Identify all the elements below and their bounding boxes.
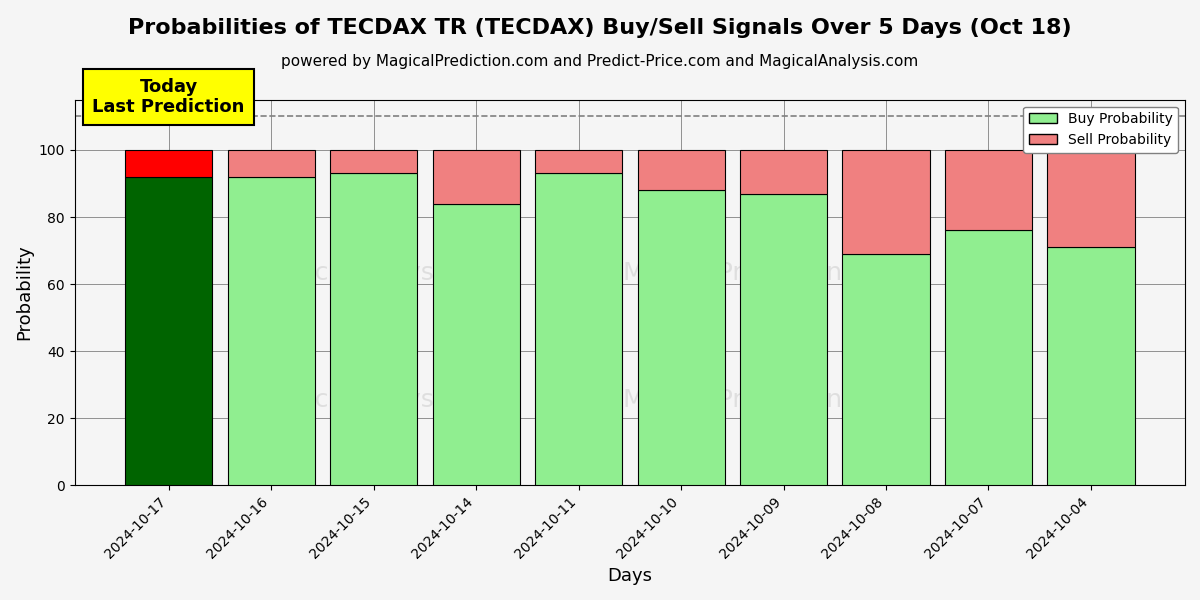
Legend: Buy Probability, Sell Probability: Buy Probability, Sell Probability [1024,107,1178,153]
Bar [740,194,827,485]
Bar [740,150,827,194]
Bar [535,150,622,173]
Text: MagicalAnalysis.com: MagicalAnalysis.com [256,388,516,412]
Text: Probabilities of TECDAX TR (TECDAX) Buy/Sell Signals Over 5 Days (Oct 18): Probabilities of TECDAX TR (TECDAX) Buy/… [128,18,1072,38]
Text: MagicalPrediction.com: MagicalPrediction.com [623,388,904,412]
Y-axis label: Probability: Probability [16,245,34,340]
Bar [842,254,930,485]
Bar [637,150,725,190]
Bar [842,150,930,254]
Bar [1048,247,1134,485]
Bar [228,150,314,177]
Bar [125,177,212,485]
Bar [330,173,418,485]
X-axis label: Days: Days [607,567,653,585]
Bar [535,173,622,485]
Text: MagicalPrediction.com: MagicalPrediction.com [623,261,904,285]
Bar [637,190,725,485]
Text: powered by MagicalPrediction.com and Predict-Price.com and MagicalAnalysis.com: powered by MagicalPrediction.com and Pre… [281,54,919,69]
Bar [432,150,520,203]
Bar [944,150,1032,230]
Bar [432,203,520,485]
Bar [944,230,1032,485]
Bar [330,150,418,173]
Bar [228,177,314,485]
Bar [1048,150,1134,247]
Bar [125,150,212,177]
Text: MagicalAnalysis.com: MagicalAnalysis.com [256,261,516,285]
Text: Today
Last Prediction: Today Last Prediction [92,77,245,116]
